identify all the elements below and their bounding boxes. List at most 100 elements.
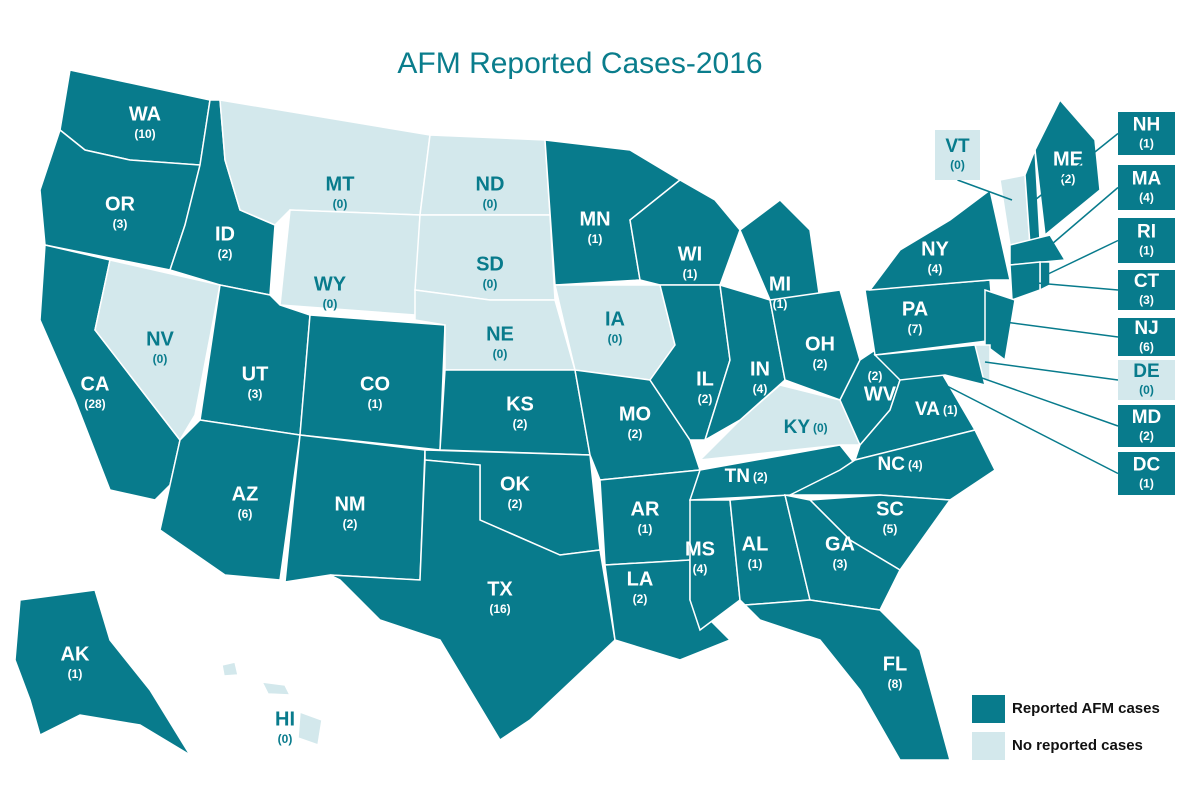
callout-box	[935, 130, 980, 180]
state-cases: (0)	[1139, 383, 1154, 397]
legend-swatch	[972, 695, 1005, 723]
state-cases: (0)	[493, 347, 508, 361]
state-cases: (0)	[278, 732, 293, 746]
state-cases: (5)	[883, 522, 898, 536]
state-abbr: CO	[360, 373, 390, 395]
state-abbr: TX	[487, 578, 513, 600]
state-cases: (1)	[943, 403, 958, 417]
state	[629, 179, 741, 286]
state-cases: (2)	[1139, 429, 1154, 443]
state-cases: (28)	[84, 397, 105, 411]
state-cases: (4)	[753, 382, 768, 396]
callout-line	[984, 361, 1119, 381]
callout-line	[1045, 239, 1119, 276]
state	[221, 661, 323, 747]
state-abbr: MT	[326, 173, 355, 195]
state-cases: (0)	[153, 352, 168, 366]
state-abbr: KS	[506, 393, 534, 415]
state-cases: (3)	[113, 217, 128, 231]
legend-label: No reported cases	[1012, 737, 1143, 754]
state-cases: (2)	[753, 470, 768, 484]
map-title: AFM Reported Cases-2016	[397, 47, 762, 80]
state-abbr: AZ	[232, 483, 259, 505]
state	[279, 209, 421, 316]
state-abbr: CA	[81, 373, 110, 395]
state-abbr: MD	[1132, 407, 1162, 428]
state	[94, 259, 221, 442]
callout-box	[1118, 218, 1175, 263]
state-abbr: AL	[742, 533, 769, 555]
state-cases: (0)	[323, 297, 338, 311]
state	[199, 284, 311, 436]
state-cases: (10)	[134, 127, 155, 141]
callout-box	[1118, 318, 1175, 356]
state	[14, 589, 191, 756]
state-cases: (2)	[868, 369, 883, 383]
state-abbr: WV	[864, 383, 897, 405]
state-abbr: MA	[1132, 169, 1162, 190]
state-cases: (0)	[483, 197, 498, 211]
state-abbr: UT	[242, 363, 269, 385]
state-cases: (1)	[68, 667, 83, 681]
state-cases: (16)	[489, 602, 510, 616]
state-cases: (2)	[218, 247, 233, 261]
state-cases: (0)	[608, 332, 623, 346]
state-cases: (2)	[698, 392, 713, 406]
state	[159, 419, 301, 581]
state-abbr: NM	[334, 493, 365, 515]
state-abbr: VA	[915, 399, 940, 420]
state-abbr: DE	[1133, 361, 1159, 382]
callout-box	[1118, 112, 1175, 155]
state-cases: (1)	[683, 267, 698, 281]
state-abbr: NJ	[1134, 318, 1158, 339]
state-cases: (1)	[368, 397, 383, 411]
state	[219, 99, 431, 226]
state-cases: (8)	[888, 677, 903, 691]
state-cases: (2)	[508, 497, 523, 511]
state	[868, 188, 1011, 291]
state-abbr: KY	[784, 417, 811, 438]
callout-line	[1044, 186, 1119, 251]
callout-box	[1118, 360, 1175, 400]
state	[1009, 234, 1067, 266]
state-cases: (2)	[633, 592, 648, 606]
state	[329, 459, 616, 742]
state	[1034, 98, 1101, 237]
state-abbr: ME	[1053, 148, 1083, 170]
state-cases: (1)	[588, 232, 603, 246]
state	[1039, 261, 1051, 292]
state-cases: (2)	[343, 517, 358, 531]
state-cases: (2)	[513, 417, 528, 431]
state-abbr: WI	[678, 243, 702, 265]
state-cases: (6)	[238, 507, 253, 521]
state-abbr: ID	[215, 223, 235, 245]
state-cases: (4)	[693, 562, 708, 576]
state-abbr: ND	[476, 173, 505, 195]
state-abbr: WY	[314, 273, 347, 295]
state-abbr: NH	[1133, 115, 1160, 136]
callout-box	[1118, 405, 1175, 447]
state-abbr: CT	[1134, 271, 1160, 292]
state	[864, 279, 996, 356]
labels: WA (10) OR (3) CA (28) NV (0) ID (2) MT (0) WY (0) UT (…	[61, 103, 1175, 746]
state-cases: (3)	[833, 557, 848, 571]
state-cases: (0)	[333, 197, 348, 211]
state-abbr: OK	[500, 473, 531, 495]
state-cases: (4)	[1139, 191, 1154, 205]
state-abbr: MN	[579, 208, 610, 230]
state	[743, 599, 951, 761]
state-abbr: SD	[476, 253, 504, 275]
state-cases: (4)	[928, 262, 943, 276]
states	[14, 69, 1101, 761]
callout-line	[964, 371, 1119, 427]
state-cases: (0)	[813, 421, 828, 435]
state-abbr: OR	[105, 193, 136, 215]
state-abbr: FL	[883, 653, 907, 675]
state-abbr: IN	[750, 358, 770, 380]
state-cases: (6)	[1139, 340, 1154, 354]
state-cases: (1)	[1139, 137, 1154, 151]
state-abbr: OH	[805, 333, 835, 355]
state-cases: (3)	[248, 387, 263, 401]
